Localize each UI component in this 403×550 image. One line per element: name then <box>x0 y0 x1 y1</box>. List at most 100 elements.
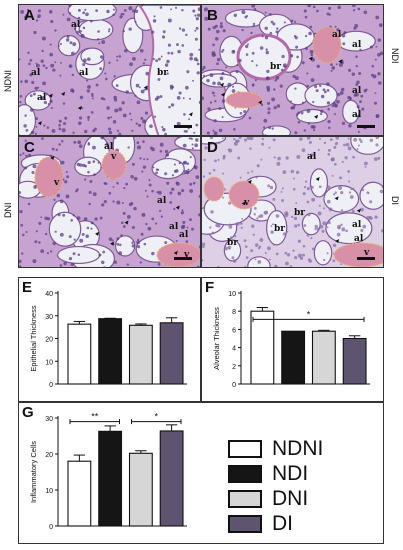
cell-nucleus <box>300 213 303 216</box>
cell-nucleus <box>143 88 146 91</box>
chart-frame-e <box>18 277 201 402</box>
bar-dni <box>311 330 336 385</box>
cell-nucleus <box>128 6 133 11</box>
cell-nucleus <box>195 26 199 30</box>
cell-nucleus <box>87 141 90 144</box>
cell-nucleus <box>77 140 82 145</box>
cell-nucleus <box>175 181 180 186</box>
cell-nucleus <box>251 59 254 63</box>
cell-nucleus <box>254 258 257 261</box>
cell-nucleus <box>189 52 194 57</box>
cell-nucleus <box>294 131 298 135</box>
cell-nucleus <box>46 126 50 129</box>
cell-nucleus <box>314 224 318 229</box>
cell-nucleus <box>99 55 104 59</box>
cell-nucleus <box>326 82 330 86</box>
cell-nucleus <box>235 222 240 226</box>
arrow-marker <box>48 93 53 98</box>
vessel-outline <box>312 26 342 64</box>
cell-nucleus <box>270 230 274 234</box>
cell-nucleus <box>239 111 243 115</box>
cell-nucleus <box>189 189 194 193</box>
cell-nucleus <box>34 132 38 135</box>
cell-nucleus <box>160 55 163 58</box>
cell-nucleus <box>35 230 38 233</box>
cell-nucleus <box>356 114 360 118</box>
cell-nucleus <box>268 237 271 240</box>
cell-nucleus <box>360 140 363 143</box>
cell-nucleus <box>188 137 191 140</box>
legend-label-ndni: NDNI <box>272 437 324 460</box>
cell-nucleus <box>171 187 175 191</box>
cell-nucleus <box>273 105 277 110</box>
cell-nucleus <box>241 28 244 32</box>
panel-label-c: C <box>24 139 35 156</box>
cell-nucleus <box>77 16 81 20</box>
legend-item-dni: DNI <box>228 487 308 511</box>
cell-nucleus <box>159 149 163 153</box>
cell-nucleus <box>136 141 140 145</box>
arrow-marker <box>175 205 180 210</box>
cell-nucleus <box>275 252 279 256</box>
cell-nucleus <box>245 256 249 260</box>
cell-nucleus <box>111 239 114 242</box>
cell-nucleus <box>121 101 125 105</box>
cell-nucleus <box>164 149 169 154</box>
cell-nucleus <box>114 108 119 113</box>
cell-nucleus <box>97 30 100 33</box>
cell-nucleus <box>375 137 380 139</box>
cell-nucleus <box>279 84 283 88</box>
cell-nucleus <box>235 70 239 74</box>
chart-e: 0 10 20 30 40 Epithelial Thickness <box>29 291 187 389</box>
cell-nucleus <box>87 160 91 165</box>
cell-nucleus <box>59 264 63 267</box>
cell-nucleus <box>253 7 257 11</box>
cell-nucleus <box>141 170 144 173</box>
bronchiole-lumen <box>137 5 200 135</box>
cell-nucleus <box>19 153 22 157</box>
cell-nucleus <box>231 256 235 260</box>
cell-nucleus <box>367 191 370 195</box>
cell-nucleus <box>82 26 86 30</box>
cell-nucleus <box>68 257 73 261</box>
cell-nucleus <box>259 238 264 242</box>
cell-nucleus <box>94 217 98 221</box>
cell-nucleus <box>214 36 219 41</box>
cell-nucleus <box>369 200 373 204</box>
cell-nucleus <box>211 51 216 56</box>
cell-nucleus <box>196 265 200 267</box>
group-label-dni: DNI <box>3 202 13 219</box>
cell-nucleus <box>358 138 362 141</box>
cell-nucleus <box>318 185 322 189</box>
cell-nucleus <box>108 28 111 31</box>
cell-nucleus <box>349 97 352 100</box>
cell-nucleus <box>231 89 236 93</box>
cell-nucleus <box>345 142 350 147</box>
cell-nucleus <box>59 232 64 237</box>
cell-nucleus <box>182 220 186 224</box>
cell-nucleus <box>140 89 145 94</box>
cell-nucleus <box>206 78 210 83</box>
cell-nucleus <box>142 165 147 169</box>
cell-nucleus <box>213 119 217 123</box>
cell-nucleus <box>301 101 305 104</box>
bar-di <box>159 322 184 385</box>
cell-nucleus <box>185 130 188 133</box>
cell-nucleus <box>60 61 62 64</box>
histology-image-a: al al al al br <box>19 5 200 135</box>
cell-nucleus <box>90 221 94 225</box>
cell-nucleus <box>281 54 285 59</box>
cell-nucleus <box>243 239 247 243</box>
cell-nucleus <box>228 201 232 205</box>
cell-nucleus <box>373 101 377 105</box>
cell-nucleus <box>352 155 355 159</box>
cell-nucleus <box>55 148 58 152</box>
cell-nucleus <box>366 216 370 220</box>
annotation-label: al <box>354 234 364 244</box>
cell-nucleus <box>133 176 138 181</box>
cell-nucleus <box>244 15 248 19</box>
arrow-marker <box>143 85 148 90</box>
cell-nucleus <box>326 199 331 204</box>
cell-nucleus <box>153 15 156 18</box>
cell-nucleus <box>154 97 159 101</box>
